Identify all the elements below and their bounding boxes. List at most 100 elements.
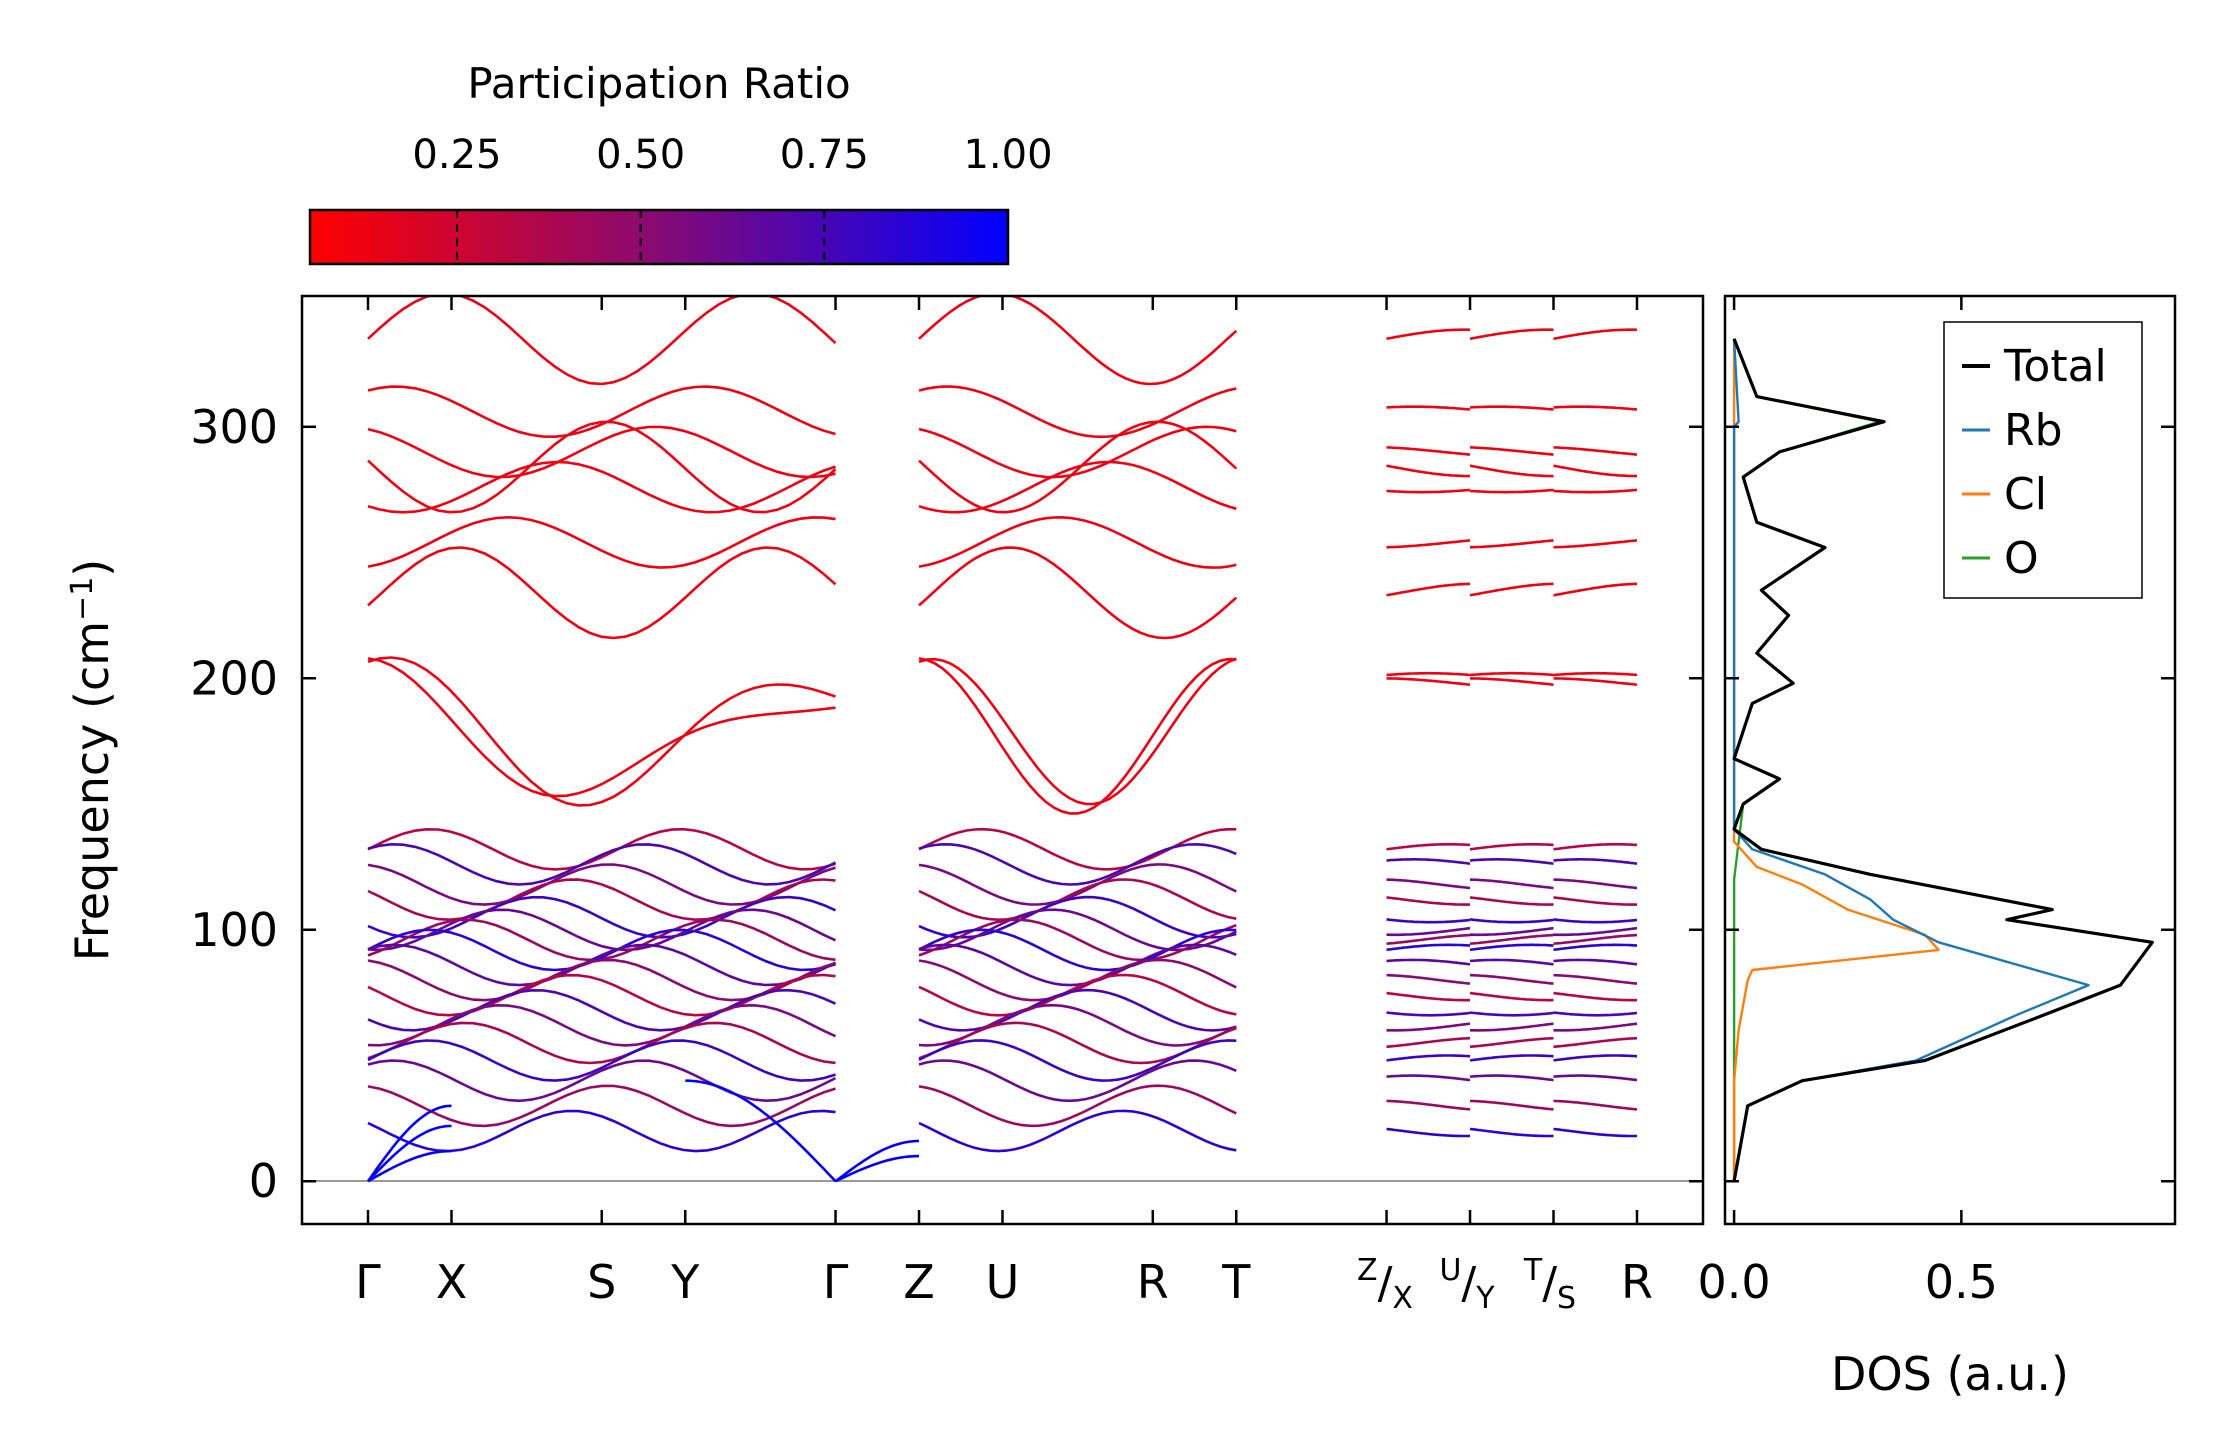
phonon-band [918,827,1237,871]
optical-band [367,425,836,479]
y-tick-label: 0 [249,1154,278,1208]
phonon-band [1553,991,1638,1002]
xtick-label-ts: T/S [1523,1253,1576,1316]
x-tick-label: Γ [355,1255,381,1309]
phonon-band [918,1039,1237,1082]
optical-band [1469,671,1554,677]
optical-band [1386,405,1471,411]
acoustic-branch [367,1149,452,1183]
optical-band [1469,488,1554,494]
phonon-band [1553,958,1638,966]
optical-band [1469,328,1554,341]
phonon-band [918,958,1237,1002]
phonon-band [1386,933,1471,945]
phonon-band [1469,1127,1554,1138]
phonon-band [1469,1011,1554,1017]
y-axis-label-exponent: −1 [65,577,100,621]
phonon-band [1469,918,1554,924]
phonon-band [1469,958,1554,966]
phonon-band [918,1003,1237,1047]
legend-label: Rb [2004,405,2063,456]
phonon-band [1469,842,1554,851]
optical-band [1469,677,1554,686]
colorbar-tick-label: 1.00 [963,132,1052,178]
dos-x-ticks: 0.0 0.5 [1698,296,1998,1309]
optical-band [1386,488,1471,494]
acoustic-branch [366,1104,452,1182]
phonon-band [1386,1036,1471,1049]
phonon-band [1386,973,1471,985]
y-axis-label-close: ) [65,559,119,577]
phonon-band [1469,896,1554,906]
optical-band [1469,582,1554,597]
phonon-band [1386,926,1471,937]
xtick-label-zx: Z/X [1357,1253,1413,1316]
phonon-band [918,1059,1237,1103]
phonon-band [1386,858,1471,865]
dos-series-total [1732,338,2154,1182]
phonon-band [918,1084,1237,1128]
x-tick-label: Z [903,1255,935,1309]
phonon-band [1386,991,1471,1002]
phonon-band [1386,918,1471,924]
optical-band [1386,582,1471,597]
phonon-band [1553,933,1638,945]
phonon-band [918,842,1237,886]
phonon-band [1553,1022,1638,1032]
optical-band [918,296,1238,386]
main-axes-frame [300,294,1705,1226]
dos-curves [1732,338,2154,1182]
dos-x-tick-label: 0.0 [1698,1255,1771,1309]
optical-band [1469,464,1554,478]
phonon-band [1386,878,1471,890]
phonon-band [918,895,1237,939]
acoustic-branch [834,1139,919,1183]
phonon-band [1386,1011,1471,1017]
dos-x-axis-label: DOS (a.u.) [1831,1347,2069,1401]
optical-band [1386,464,1470,478]
phonon-band [1386,1127,1471,1138]
phonon-band [367,1039,836,1082]
optical-band [367,546,837,640]
phonon-band [1553,896,1637,906]
optical-band [1553,464,1637,478]
optical-band [1386,671,1471,677]
optical-band [1469,405,1554,411]
y-axis-label: Frequency (cm−1) [65,559,119,962]
phonon-band [367,1084,836,1128]
phonon-band [918,1109,1237,1153]
phonon-band [1470,1022,1554,1032]
optical-band [1553,488,1638,494]
optical-bands [367,296,1638,815]
phonon-band [1470,973,1554,985]
x-tick-label: U [986,1255,1020,1309]
optical-band [1386,446,1471,456]
main-y-ticks: 0 100 200 300 [190,400,1703,1208]
phonon-band [1553,878,1638,890]
optical-band [1553,328,1638,341]
phonon-band [1469,1036,1554,1049]
phonon-band [1553,1054,1638,1062]
phonon-band [1386,943,1471,952]
phonon-band [1469,933,1554,945]
dos-plot: 0.0 0.5 DOS (a.u.) Total Rb Cl O [1698,294,2177,1401]
dos-series-cl [1732,338,1940,1182]
phonon-band [918,988,1237,1032]
phonon-band [1386,1054,1471,1062]
colorbar-tick-label: 0.50 [596,132,685,178]
dos-series-o [1732,338,1881,1182]
phonon-band [367,908,837,952]
phonon-band [918,863,1237,906]
y-tick-label: 100 [190,903,278,957]
phonon-band [367,1109,836,1153]
optical-band [918,420,1238,514]
optical-band [1553,539,1638,549]
optical-band [367,460,836,514]
phonon-band [1386,842,1471,851]
colorbar-tick-label: 0.75 [780,132,869,178]
phonon-band [918,973,1237,1017]
optical-band [1553,677,1638,686]
optical-band [1469,539,1554,549]
